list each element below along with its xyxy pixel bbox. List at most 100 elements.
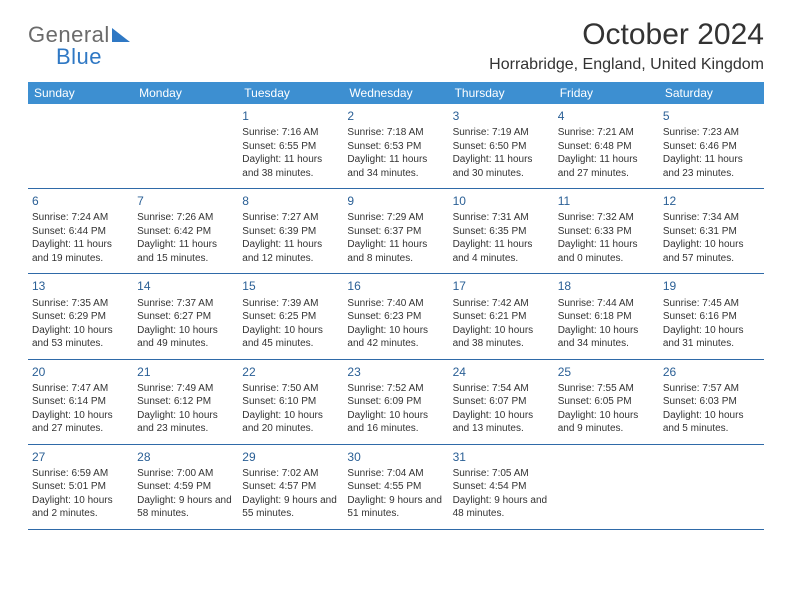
calendar-day-cell: 30Sunrise: 7:04 AMSunset: 4:55 PMDayligh…: [343, 444, 448, 529]
calendar-day-cell: 25Sunrise: 7:55 AMSunset: 6:05 PMDayligh…: [554, 359, 659, 444]
calendar-week-row: 20Sunrise: 7:47 AMSunset: 6:14 PMDayligh…: [28, 359, 764, 444]
sunset-line: Sunset: 6:35 PM: [453, 225, 550, 239]
calendar-week-row: 1Sunrise: 7:16 AMSunset: 6:55 PMDaylight…: [28, 104, 764, 189]
sunrise-line: Sunrise: 7:52 AM: [347, 382, 444, 396]
calendar-day-cell: 27Sunrise: 6:59 AMSunset: 5:01 PMDayligh…: [28, 444, 133, 529]
calendar-day-cell: [133, 104, 238, 189]
sunset-line: Sunset: 6:48 PM: [558, 140, 655, 154]
sunrise-line: Sunrise: 7:34 AM: [663, 211, 760, 225]
calendar-day-cell: 13Sunrise: 7:35 AMSunset: 6:29 PMDayligh…: [28, 274, 133, 359]
sunrise-line: Sunrise: 7:50 AM: [242, 382, 339, 396]
day-number: 4: [558, 108, 655, 124]
weekday-header: Tuesday: [238, 82, 343, 104]
sunset-line: Sunset: 6:25 PM: [242, 310, 339, 324]
day-number: 13: [32, 278, 129, 294]
daylight-line: Daylight: 10 hours and 23 minutes.: [137, 409, 234, 436]
calendar-week-row: 27Sunrise: 6:59 AMSunset: 5:01 PMDayligh…: [28, 444, 764, 529]
month-title: October 2024: [489, 18, 764, 52]
sunset-line: Sunset: 6:07 PM: [453, 395, 550, 409]
header: General Blue October 2024 Horrabridge, E…: [28, 18, 764, 74]
sunrise-line: Sunrise: 7:00 AM: [137, 467, 234, 481]
weekday-header: Sunday: [28, 82, 133, 104]
day-number: 30: [347, 449, 444, 465]
sunrise-line: Sunrise: 7:40 AM: [347, 297, 444, 311]
day-number: 8: [242, 193, 339, 209]
day-number: 11: [558, 193, 655, 209]
day-number: 15: [242, 278, 339, 294]
daylight-line: Daylight: 11 hours and 15 minutes.: [137, 238, 234, 265]
day-number: 25: [558, 364, 655, 380]
daylight-line: Daylight: 10 hours and 34 minutes.: [558, 324, 655, 351]
daylight-line: Daylight: 11 hours and 19 minutes.: [32, 238, 129, 265]
sunset-line: Sunset: 6:14 PM: [32, 395, 129, 409]
day-number: 29: [242, 449, 339, 465]
daylight-line: Daylight: 11 hours and 23 minutes.: [663, 153, 760, 180]
weekday-header: Thursday: [449, 82, 554, 104]
calendar-day-cell: 28Sunrise: 7:00 AMSunset: 4:59 PMDayligh…: [133, 444, 238, 529]
day-number: 16: [347, 278, 444, 294]
day-number: 22: [242, 364, 339, 380]
day-number: 17: [453, 278, 550, 294]
location: Horrabridge, England, United Kingdom: [489, 56, 764, 74]
logo-triangle-icon: [112, 22, 130, 48]
daylight-line: Daylight: 11 hours and 0 minutes.: [558, 238, 655, 265]
calendar-day-cell: 9 Sunrise: 7:29 AMSunset: 6:37 PMDaylight…: [343, 189, 448, 274]
sunrise-line: Sunrise: 7:47 AM: [32, 382, 129, 396]
title-block: October 2024 Horrabridge, England, Unite…: [489, 18, 764, 74]
calendar-header-row: SundayMondayTuesdayWednesdayThursdayFrid…: [28, 82, 764, 104]
sunrise-line: Sunrise: 7:19 AM: [453, 126, 550, 140]
day-number: 1: [242, 108, 339, 124]
daylight-line: Daylight: 11 hours and 8 minutes.: [347, 238, 444, 265]
sunrise-line: Sunrise: 7:44 AM: [558, 297, 655, 311]
daylight-line: Daylight: 9 hours and 55 minutes.: [242, 494, 339, 521]
calendar-day-cell: 23Sunrise: 7:52 AMSunset: 6:09 PMDayligh…: [343, 359, 448, 444]
calendar-day-cell: 5Sunrise: 7:23 AMSunset: 6:46 PMDaylight…: [659, 104, 764, 189]
sunrise-line: Sunrise: 7:37 AM: [137, 297, 234, 311]
calendar-day-cell: 12Sunrise: 7:34 AMSunset: 6:31 PMDayligh…: [659, 189, 764, 274]
sunset-line: Sunset: 6:37 PM: [347, 225, 444, 239]
sunrise-line: Sunrise: 7:02 AM: [242, 467, 339, 481]
calendar-day-cell: [659, 444, 764, 529]
logo-text: General Blue: [28, 22, 130, 70]
sunset-line: Sunset: 6:05 PM: [558, 395, 655, 409]
calendar-day-cell: 29Sunrise: 7:02 AMSunset: 4:57 PMDayligh…: [238, 444, 343, 529]
logo: General Blue: [28, 18, 130, 70]
day-number: 31: [453, 449, 550, 465]
daylight-line: Daylight: 11 hours and 30 minutes.: [453, 153, 550, 180]
calendar-day-cell: 3Sunrise: 7:19 AMSunset: 6:50 PMDaylight…: [449, 104, 554, 189]
daylight-line: Daylight: 11 hours and 34 minutes.: [347, 153, 444, 180]
daylight-line: Daylight: 10 hours and 20 minutes.: [242, 409, 339, 436]
calendar-day-cell: 20Sunrise: 7:47 AMSunset: 6:14 PMDayligh…: [28, 359, 133, 444]
daylight-line: Daylight: 9 hours and 51 minutes.: [347, 494, 444, 521]
calendar-day-cell: 7Sunrise: 7:26 AMSunset: 6:42 PMDaylight…: [133, 189, 238, 274]
calendar-day-cell: 19Sunrise: 7:45 AMSunset: 6:16 PMDayligh…: [659, 274, 764, 359]
sunrise-line: Sunrise: 7:29 AM: [347, 211, 444, 225]
calendar-body: 1Sunrise: 7:16 AMSunset: 6:55 PMDaylight…: [28, 104, 764, 529]
sunrise-line: Sunrise: 7:42 AM: [453, 297, 550, 311]
sunrise-line: Sunrise: 7:35 AM: [32, 297, 129, 311]
weekday-header: Saturday: [659, 82, 764, 104]
calendar-day-cell: 4Sunrise: 7:21 AMSunset: 6:48 PMDaylight…: [554, 104, 659, 189]
sunrise-line: Sunrise: 7:55 AM: [558, 382, 655, 396]
day-number: 3: [453, 108, 550, 124]
calendar-day-cell: 16Sunrise: 7:40 AMSunset: 6:23 PMDayligh…: [343, 274, 448, 359]
calendar-day-cell: 11Sunrise: 7:32 AMSunset: 6:33 PMDayligh…: [554, 189, 659, 274]
sunset-line: Sunset: 6:16 PM: [663, 310, 760, 324]
sunset-line: Sunset: 6:53 PM: [347, 140, 444, 154]
daylight-line: Daylight: 11 hours and 4 minutes.: [453, 238, 550, 265]
sunrise-line: Sunrise: 7:23 AM: [663, 126, 760, 140]
day-number: 9: [347, 193, 444, 209]
sunset-line: Sunset: 6:44 PM: [32, 225, 129, 239]
weekday-header: Wednesday: [343, 82, 448, 104]
calendar-day-cell: [28, 104, 133, 189]
calendar-day-cell: 2 Sunrise: 7:18 AMSunset: 6:53 PMDaylight…: [343, 104, 448, 189]
daylight-line: Daylight: 10 hours and 31 minutes.: [663, 324, 760, 351]
day-number: 2: [347, 108, 444, 124]
calendar-day-cell: 8Sunrise: 7:27 AMSunset: 6:39 PMDaylight…: [238, 189, 343, 274]
sunset-line: Sunset: 5:01 PM: [32, 480, 129, 494]
sunset-line: Sunset: 6:33 PM: [558, 225, 655, 239]
sunrise-line: Sunrise: 7:18 AM: [347, 126, 444, 140]
daylight-line: Daylight: 10 hours and 16 minutes.: [347, 409, 444, 436]
daylight-line: Daylight: 10 hours and 5 minutes.: [663, 409, 760, 436]
weekday-header: Friday: [554, 82, 659, 104]
